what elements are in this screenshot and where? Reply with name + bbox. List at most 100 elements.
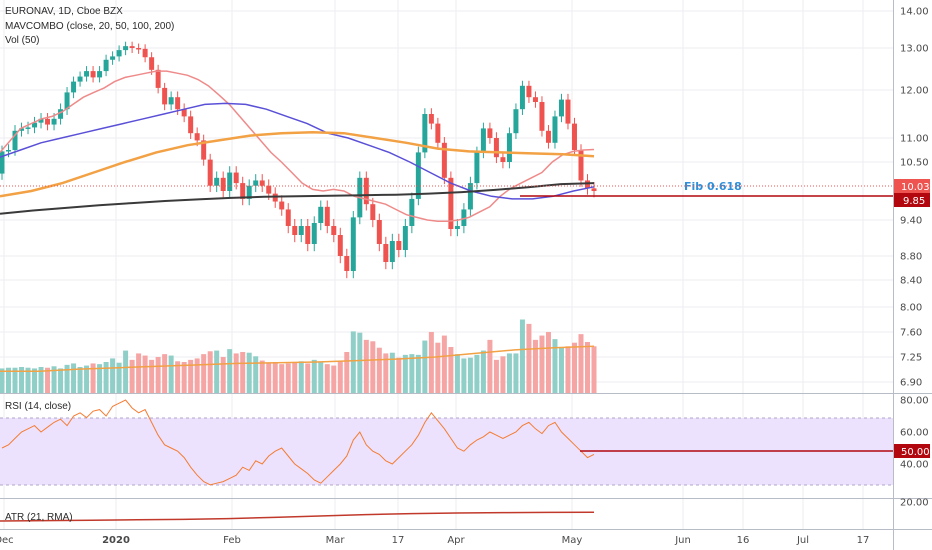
volume-bar (383, 353, 389, 393)
volume-bar (25, 367, 31, 393)
price-tick-label: 6.90 (900, 378, 922, 389)
volume-bar (32, 368, 38, 393)
volume-bar (396, 357, 402, 393)
candle-body (487, 128, 493, 138)
candle-body (84, 71, 90, 77)
volume-bar (415, 354, 421, 393)
price-tag-last: 10.03 (894, 179, 930, 193)
vol-legend[interactable]: Vol (50) (5, 35, 39, 46)
volume-bar (116, 362, 122, 393)
volume-bar (311, 359, 317, 393)
candle-body (331, 226, 337, 235)
candle-body (461, 209, 467, 226)
candle-body (370, 204, 376, 220)
volume-bar (318, 362, 324, 393)
candle-body (513, 109, 519, 134)
candle-body (578, 150, 584, 181)
time-axis[interactable]: Dec 2020 Feb Mar 17 Apr May Jun 16 Jul 17 (0, 535, 869, 546)
volume-bar (545, 332, 551, 393)
candle-body (240, 183, 246, 199)
volume-bar (253, 356, 259, 393)
candle-body (311, 223, 317, 244)
candle-body (246, 185, 252, 199)
candle-body (344, 256, 350, 271)
volume-bar (441, 335, 447, 393)
candle-body (454, 226, 460, 229)
volume-bar (0, 368, 5, 393)
price-tag-rsi-text: 50.00 (901, 447, 930, 458)
candle-body (539, 102, 545, 131)
volume-bar (90, 363, 96, 393)
candle-body (162, 87, 168, 105)
rsi-series (1, 399, 595, 486)
candle-body (500, 157, 506, 162)
volume-bar (584, 342, 590, 393)
volume-bar (506, 353, 512, 393)
volume-bar (103, 362, 109, 393)
volume-bar (513, 353, 519, 393)
volume-bar (370, 341, 376, 393)
volume-bar (123, 350, 129, 393)
volume-bar (188, 359, 194, 393)
volume-bar (58, 368, 64, 393)
candle-body (467, 183, 473, 210)
candle-body (194, 133, 200, 141)
candle-body (214, 177, 220, 186)
volume-bar (194, 358, 200, 393)
volume-bar (201, 354, 207, 393)
candle-body (571, 123, 577, 150)
price-tick-label: 8.00 (900, 303, 922, 314)
candle-body (38, 118, 44, 123)
candle-body (376, 220, 382, 244)
volume-bar (298, 361, 304, 393)
candle-body (389, 241, 395, 262)
rsi-legend[interactable]: RSI (14, close) (5, 401, 71, 412)
volume-bar (168, 355, 174, 393)
volume-bar (363, 339, 369, 393)
volume-bar (64, 364, 70, 393)
candle-body (51, 118, 57, 125)
candle-body (175, 97, 181, 110)
candle-body (292, 226, 298, 235)
volume-bar (428, 332, 434, 393)
ma-legend[interactable]: MAVCOMBO (close, 20, 50, 100, 200) (5, 21, 174, 32)
volume-bar (571, 342, 577, 393)
price-axis[interactable]: 14.00 13.00 12.00 11.00 10.50 9.40 8.80 8.40 8.0… (900, 7, 929, 509)
candle-body (181, 109, 187, 117)
price-tick-label: 7.60 (900, 328, 922, 339)
volume-bar (539, 335, 545, 393)
candle-body (116, 50, 122, 57)
volume-bar (233, 353, 239, 393)
time-tick-label: Apr (447, 535, 465, 546)
candle-body (428, 114, 434, 124)
price-tick-label: 7.25 (900, 353, 922, 364)
volume-bar (110, 358, 116, 393)
rsi-tick-label: 80.00 (900, 396, 929, 407)
candle-body (259, 180, 265, 186)
atr-legend[interactable]: ATR (21, RMA) (5, 512, 73, 523)
price-tick-label: 12.00 (900, 86, 929, 97)
candle-body (285, 209, 291, 226)
atr-pane[interactable] (0, 499, 893, 529)
candle-body (233, 172, 239, 184)
candle-body (90, 71, 96, 78)
rsi-tick-label: 20.00 (900, 498, 929, 509)
candle-body (253, 180, 259, 186)
candle-body (298, 226, 304, 235)
volume-bar (6, 367, 12, 393)
volume-bar (77, 367, 83, 393)
fib-label: Fib 0.618 (684, 180, 742, 193)
candle-body (97, 71, 103, 78)
volume-bar (12, 367, 18, 393)
candle-body (0, 151, 5, 174)
price-tag-rsi: 50.00 (894, 444, 930, 458)
volume-bar (519, 319, 525, 393)
volume-bar (591, 346, 597, 393)
candle-body (220, 177, 226, 191)
volume-bar (409, 354, 415, 393)
volume-bar (279, 364, 285, 393)
volume-bar (207, 351, 213, 393)
volume-bar (357, 332, 363, 393)
symbol-legend[interactable]: EURONAV, 1D, Cboe BZX (5, 6, 123, 17)
